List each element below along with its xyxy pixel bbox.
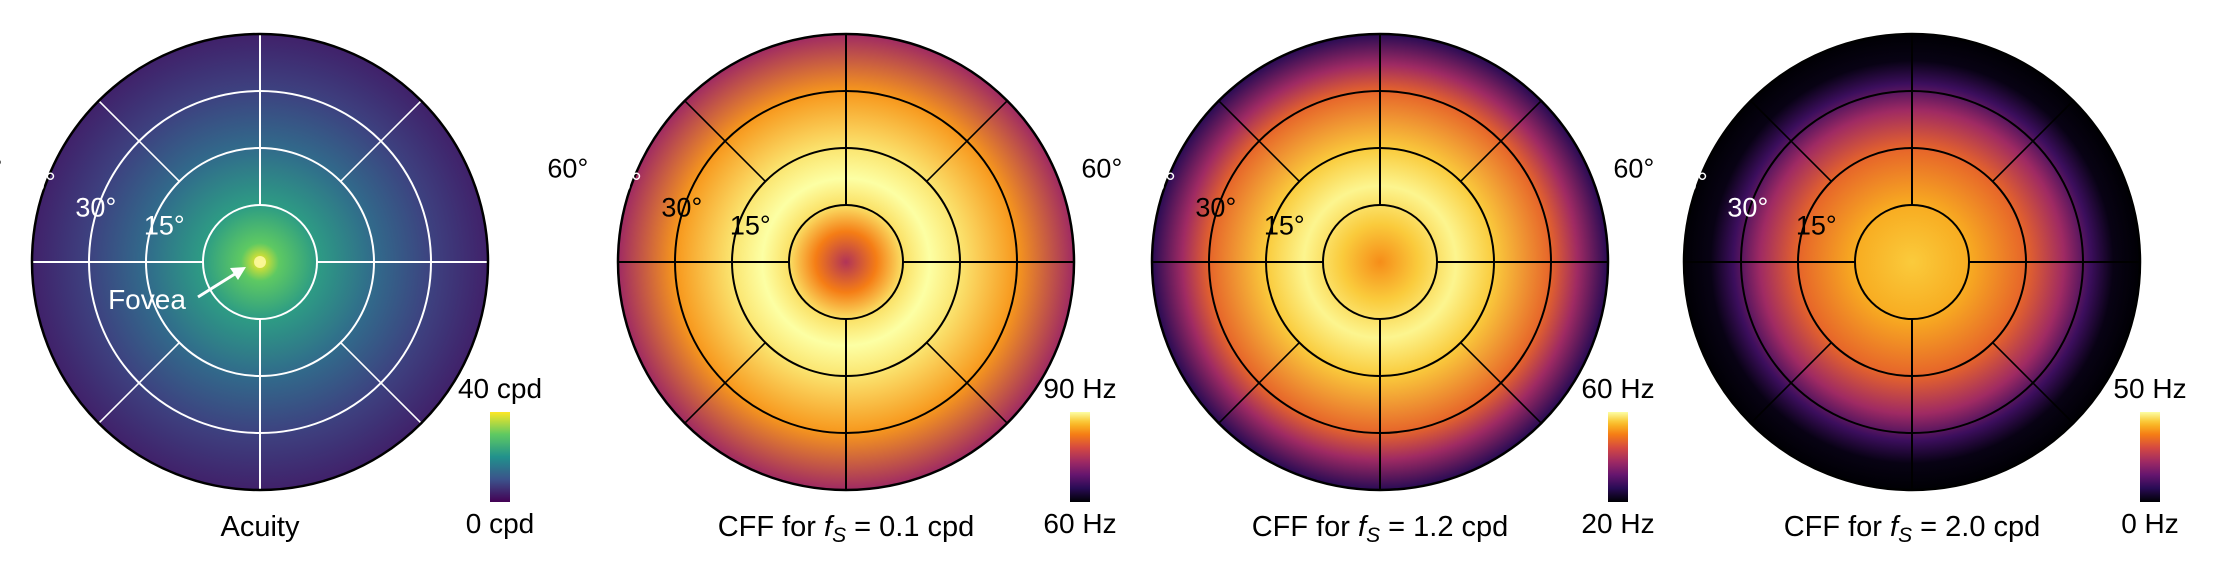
colorbar-max-label: 90 Hz [1043,373,1116,404]
ring-label-15: 15° [730,211,771,241]
ring-label-60: 60° [547,154,588,184]
ring-label-45: 45° [15,167,56,197]
grid-spoke-diagonal [1460,342,1542,424]
ring-label-30: 30° [1727,192,1768,222]
grid-spoke-diagonal [98,342,180,424]
ring-label-15: 15° [1796,211,1837,241]
grid-spoke-diagonal [1218,342,1300,424]
fovea-arrowhead [230,267,246,280]
ring-label-30: 30° [1195,192,1236,222]
ring-label-30: 30° [661,192,702,222]
panel-4: 15° 30° 45° 60° 50 Hz 0 Hz CFF for fS = 2.0 cp… [1613,32,2187,547]
panel-title: CFF for fS = 1.2 cpd [1252,511,1509,547]
ring-label-45: 45° [1135,167,1176,197]
outer-ring [30,32,490,492]
panel-3: 15° 30° 45° 60° 60 Hz 20 Hz CFF for fS = 1.2 c… [1081,32,1655,547]
colorbar [1608,412,1628,502]
grid-spoke-diagonal [98,100,180,182]
colorbar-min-label: 60 Hz [1043,508,1116,539]
colorbar-max-label: 50 Hz [2113,373,2186,404]
grid-spoke-diagonal [1750,100,1832,182]
grid-spoke-diagonal [1218,100,1300,182]
ring-label-60: 60° [1081,154,1122,184]
ring-label-15: 15° [1264,211,1305,241]
panel-title: CFF for fS = 0.1 cpd [718,511,975,547]
panel-title: CFF for fS = 2.0 cpd [1784,511,2041,547]
ring-label-60: 60° [0,154,2,184]
outer-ring [1150,32,1610,492]
ring-label-30: 30° [75,192,116,222]
grid-spoke-diagonal [684,100,766,182]
ring-label-45: 45° [1667,167,1708,197]
ring-label-45: 45° [601,167,642,197]
colorbar [1070,412,1090,502]
colorbar [2140,412,2160,502]
outer-ring [616,32,1076,492]
panel-title: Acuity [221,511,300,543]
colorbar-min-label: 0 Hz [2121,508,2179,539]
colorbar-min-label: 20 Hz [1581,508,1654,539]
ring-label-15: 15° [144,211,185,241]
grid-spoke-diagonal [1992,100,2074,182]
fovea-marker [254,256,266,268]
grid-spoke-diagonal [340,100,422,182]
grid-spoke-diagonal [1750,342,1832,424]
panel-1: 15° 30° 45° 60° Fovea 40 cpd 0 cpd Acuity [0,32,542,543]
ring-label-60: 60° [1613,154,1654,184]
colorbar [490,412,510,502]
grid-spoke-diagonal [1992,342,2074,424]
grid-spoke-diagonal [1460,100,1542,182]
grid-spoke-diagonal [926,100,1008,182]
fovea-label: Fovea [108,284,186,315]
colorbar-max-label: 60 Hz [1581,373,1654,404]
panel-2: 15° 30° 45° 60° 90 Hz 60 Hz CFF for fS = 0.1 c… [547,32,1117,547]
outer-ring [1682,32,2142,492]
colorbar-min-label: 0 cpd [466,508,535,539]
grid-spoke-diagonal [684,342,766,424]
fovea-arrow [197,270,239,299]
colorbar-max-label: 40 cpd [458,373,542,404]
grid-spoke-diagonal [926,342,1008,424]
grid-spoke-diagonal [340,342,422,424]
